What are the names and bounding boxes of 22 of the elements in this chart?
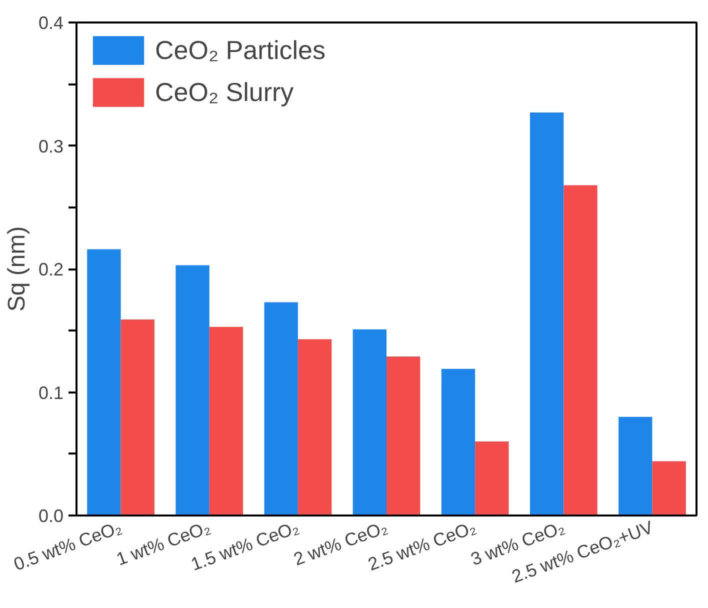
bar xyxy=(176,265,210,516)
bar xyxy=(564,185,598,516)
bar xyxy=(352,329,386,516)
bar xyxy=(120,320,154,516)
bar xyxy=(652,461,686,516)
y-tick-label: 0.0 xyxy=(38,506,64,526)
y-tick-label: 0.1 xyxy=(38,382,64,403)
legend-label: CeO₂ Slurry xyxy=(155,76,294,108)
y-tick-label: 0.3 xyxy=(38,136,64,156)
y-axis-title: Sq (nm) xyxy=(3,226,30,312)
y-tick-label: 0.2 xyxy=(38,260,64,280)
bar xyxy=(386,356,420,516)
bar xyxy=(475,442,509,516)
bar xyxy=(530,112,564,516)
bar xyxy=(209,326,244,516)
y-tick-label: 0.4 xyxy=(38,13,64,33)
bar xyxy=(87,249,121,516)
bar xyxy=(441,368,476,516)
bar xyxy=(264,302,298,516)
bar xyxy=(618,416,652,516)
bar xyxy=(298,339,332,516)
legend-label: CeO₂ Particles xyxy=(155,34,326,66)
